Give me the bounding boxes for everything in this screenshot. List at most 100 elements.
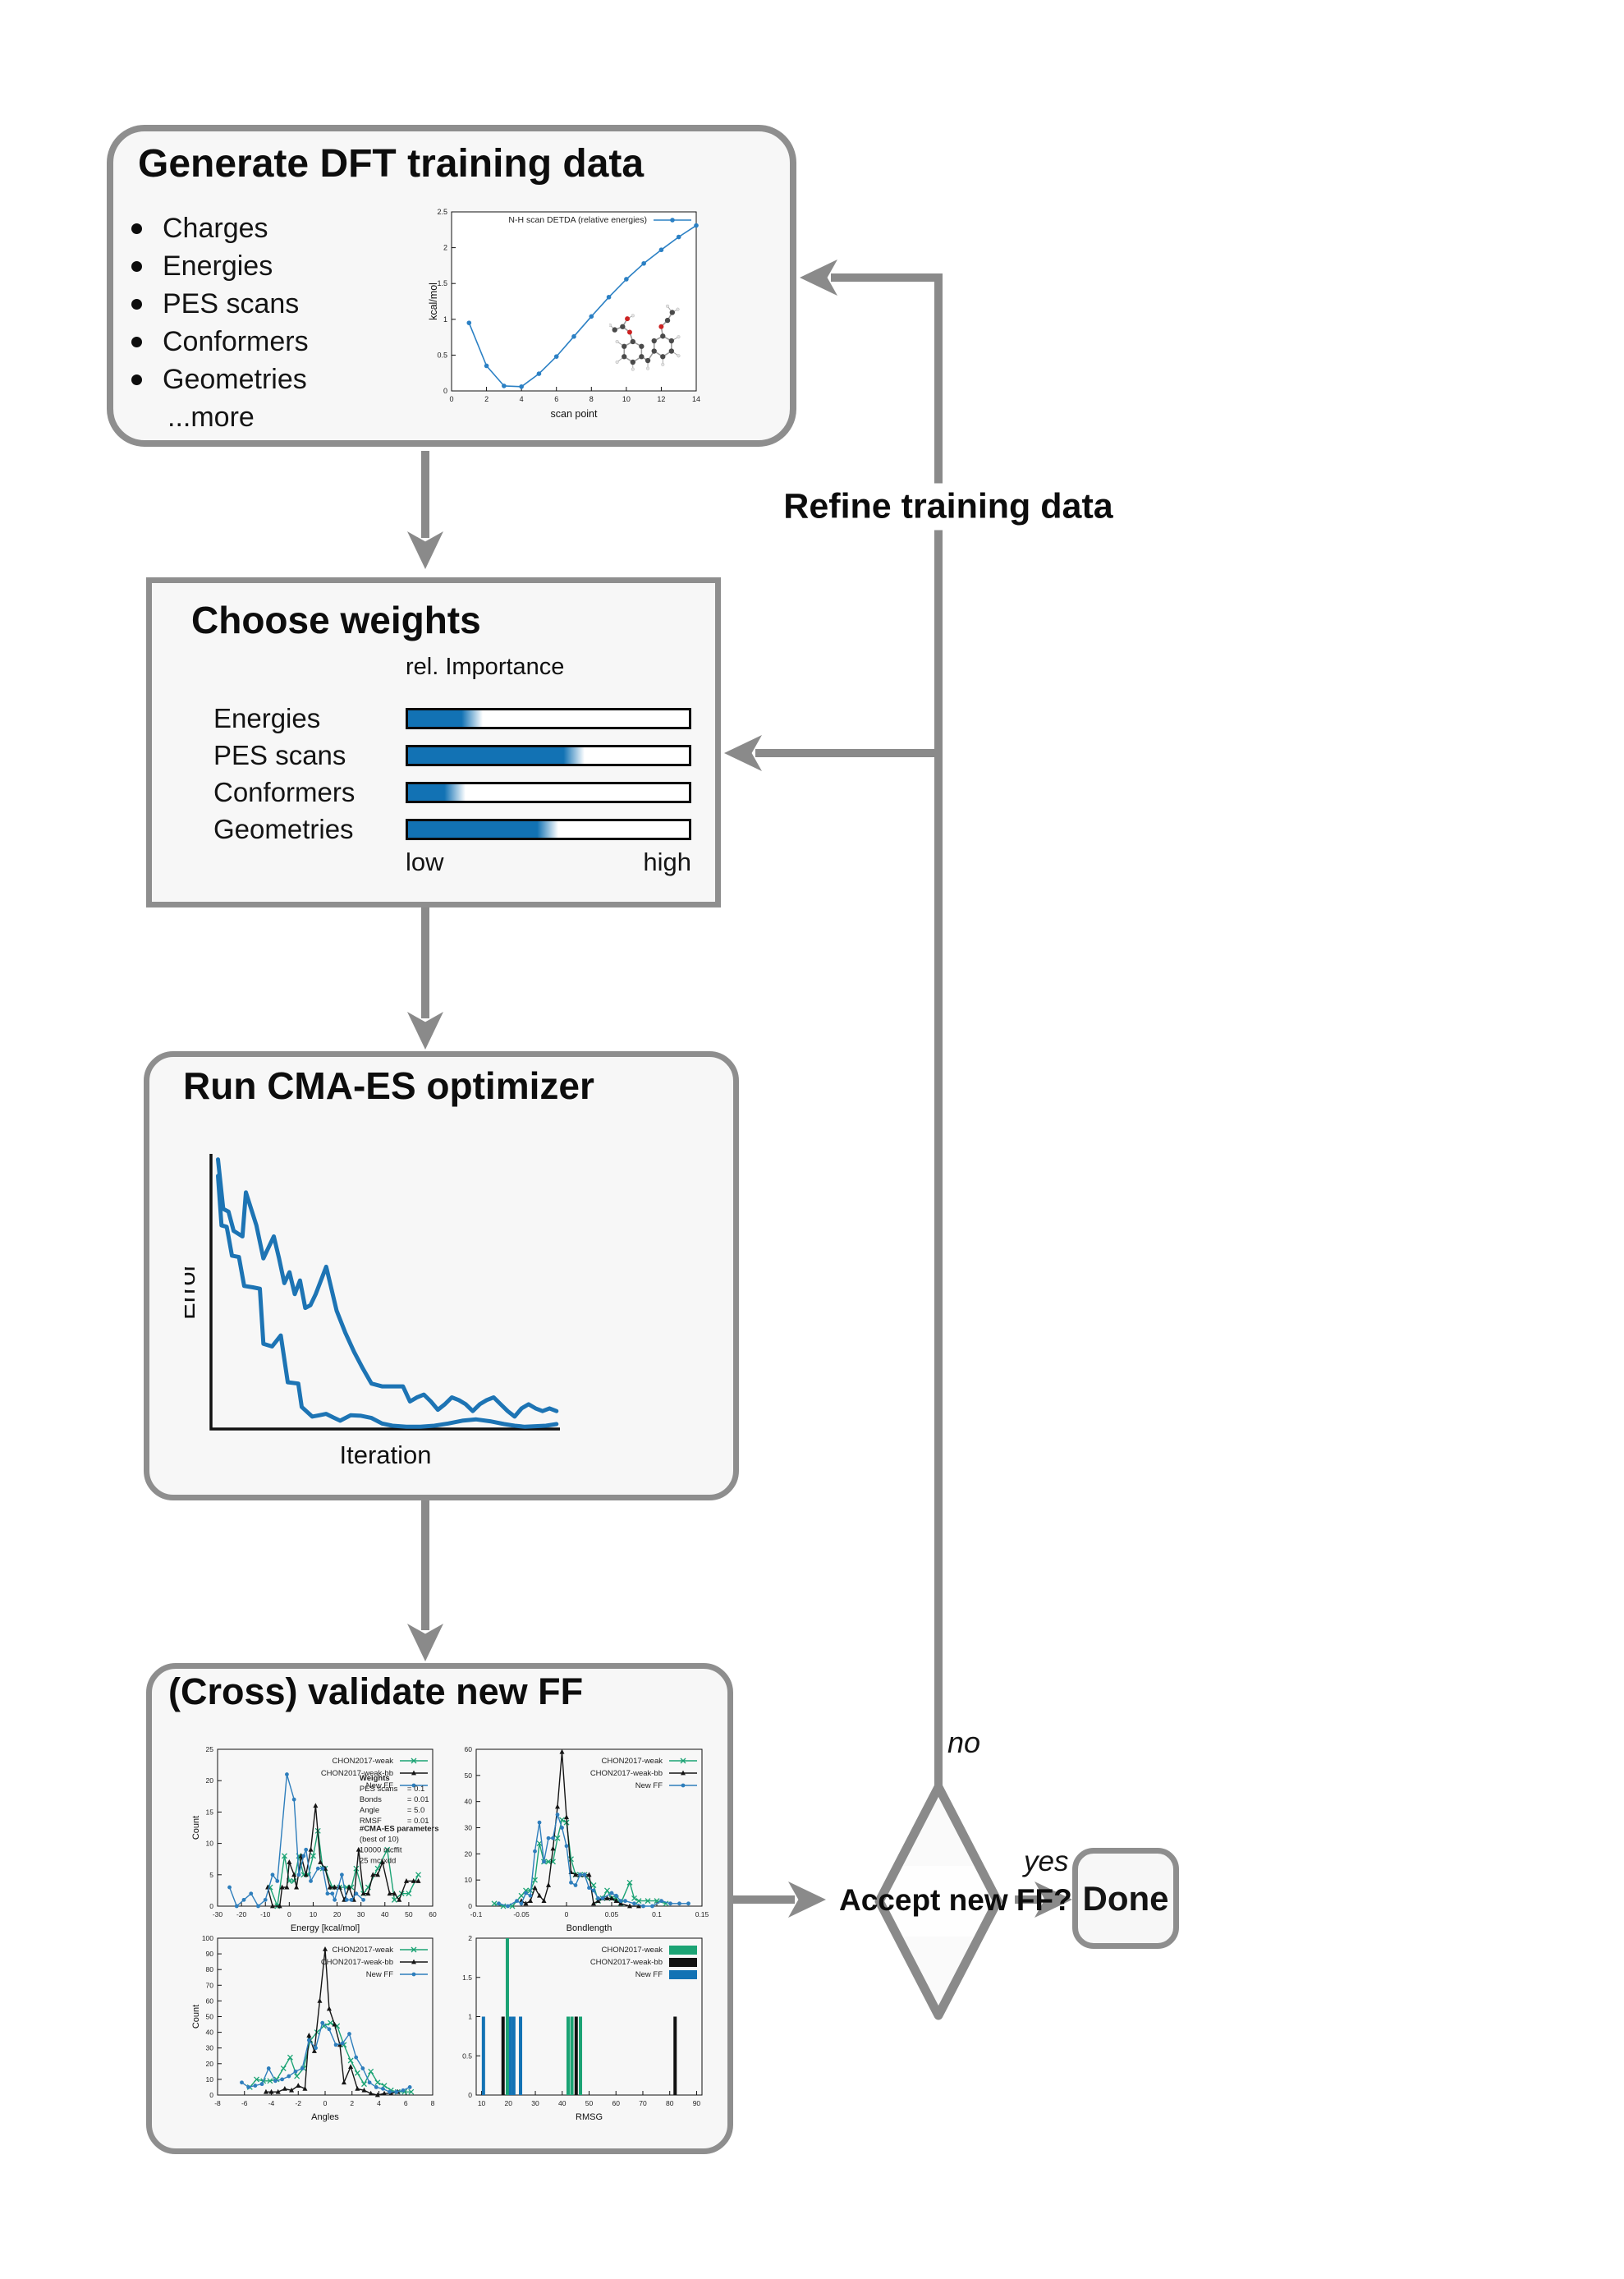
weight-fill — [408, 747, 585, 764]
svg-text:scan point: scan point — [551, 408, 599, 420]
svg-text:0: 0 — [565, 1910, 569, 1918]
svg-text:CHON2017-weak-bb: CHON2017-weak-bb — [321, 1769, 393, 1778]
svg-text:= 0.01: = 0.01 — [407, 1817, 429, 1826]
svg-text:40: 40 — [465, 1798, 473, 1806]
decision-question: Accept new FF? — [839, 1883, 1072, 1917]
no-branch-label: no — [947, 1725, 981, 1759]
svg-text:(best of 10): (best of 10) — [360, 1835, 399, 1844]
yes-branch-label: yes — [1024, 1845, 1069, 1877]
svg-text:CHON2017-weak-bb: CHON2017-weak-bb — [590, 1958, 663, 1967]
svg-text:40: 40 — [206, 2029, 214, 2037]
svg-text:90: 90 — [693, 2099, 701, 2107]
svg-text:80: 80 — [206, 1965, 214, 1973]
svg-text:30: 30 — [206, 2044, 214, 2052]
svg-text:10: 10 — [206, 1840, 214, 1848]
validate-box-title: (Cross) validate new FF — [168, 1670, 584, 1712]
svg-text:CHON2017-weak: CHON2017-weak — [333, 1946, 394, 1955]
svg-text:-4: -4 — [268, 2099, 275, 2107]
svg-text:0: 0 — [468, 2091, 472, 2099]
svg-text:1.5: 1.5 — [437, 279, 447, 287]
svg-text:12: 12 — [657, 395, 665, 403]
svg-text:= 0.1: = 0.1 — [407, 1785, 424, 1794]
weight-track — [406, 782, 691, 803]
validation-energy-chart: -30 -20 -10 0 10 20 30 40 50 60 0 5 10 15 20 25 Energy [… — [189, 1743, 445, 1937]
svg-text:0: 0 — [468, 1902, 472, 1910]
svg-text:70: 70 — [206, 1981, 214, 1989]
svg-text:New FF: New FF — [635, 1970, 663, 1979]
svg-text:Angles: Angles — [311, 2112, 339, 2122]
svg-text:14: 14 — [692, 395, 700, 403]
svg-text:60: 60 — [429, 1910, 437, 1918]
svg-text:100: 100 — [202, 1934, 213, 1942]
svg-text:-10: -10 — [260, 1910, 271, 1918]
optimizer-box-title: Run CMA-ES optimizer — [183, 1064, 594, 1107]
svg-text:-20: -20 — [236, 1910, 247, 1918]
svg-text:kcal/mol: kcal/mol — [428, 283, 439, 320]
svg-text:0: 0 — [443, 387, 447, 395]
box-generate-training-data: Generate DFT training data Charges Energi… — [107, 125, 796, 447]
svg-text:CHON2017-weak: CHON2017-weak — [333, 1757, 394, 1766]
svg-text:0: 0 — [449, 395, 453, 403]
weight-row-energies: Energies — [152, 703, 715, 733]
svg-text:CHON2017-weak: CHON2017-weak — [602, 1757, 663, 1766]
svg-text:40: 40 — [381, 1910, 389, 1918]
generate-box-title: Generate DFT training data — [138, 142, 645, 186]
svg-text:0.5: 0.5 — [437, 351, 447, 359]
validation-bondlength-chart: -0.1 -0.05 0 0.05 0.1 0.15 0 10 20 30 40 50 60 Bondle… — [443, 1743, 714, 1937]
svg-text:1: 1 — [443, 315, 447, 324]
bullet-dot — [131, 261, 142, 272]
svg-text:80: 80 — [666, 2099, 674, 2107]
svg-text:PES scans: PES scans — [360, 1785, 398, 1794]
box-done: Done — [1072, 1848, 1179, 1949]
svg-text:25: 25 — [206, 1745, 214, 1753]
svg-text:50: 50 — [465, 1771, 473, 1780]
svg-text:90: 90 — [206, 1950, 214, 1958]
svg-text:-2: -2 — [295, 2099, 301, 2107]
svg-text:2: 2 — [443, 244, 447, 252]
svg-text:6: 6 — [554, 395, 558, 403]
svg-text:= 0.01: = 0.01 — [407, 1795, 429, 1804]
nh-scan-chart: 0 2 4 6 8 10 12 14 0 0.5 1 1.5 2 2.5 scan point kcal/mo… — [427, 205, 706, 424]
val-angle-svg: -8 -6 -4 -2 0 2 4 6 80102030405060708090100Angle… — [191, 1934, 435, 2122]
svg-text:N-H scan DETDA (relative energ: N-H scan DETDA (relative energies) — [508, 215, 647, 225]
svg-text:Bonds: Bonds — [360, 1795, 382, 1804]
weight-row-conformers: Conformers — [152, 777, 715, 807]
svg-text:60: 60 — [612, 2099, 621, 2107]
svg-text:-8: -8 — [214, 2099, 221, 2107]
scale-high-label: high — [643, 848, 691, 876]
svg-text:New FF: New FF — [366, 1781, 393, 1790]
done-label: Done — [1082, 1878, 1169, 1918]
svg-text:30: 30 — [465, 1824, 473, 1832]
svg-text:2.5: 2.5 — [437, 208, 447, 216]
svg-text:New FF: New FF — [635, 1781, 663, 1790]
svg-text:70: 70 — [639, 2099, 647, 2107]
val-energy-svg: -30 -20 -10 0 10 20 30 40 50 60 0 5 10 15 20 25 Energy [… — [191, 1745, 439, 1933]
weight-fill — [408, 710, 483, 727]
svg-text:CHON2017-weak: CHON2017-weak — [602, 1946, 663, 1955]
weight-fill — [408, 821, 558, 838]
svg-text:10: 10 — [465, 1876, 473, 1884]
weight-label: PES scans — [213, 740, 346, 770]
svg-text:-6: -6 — [241, 2099, 248, 2107]
svg-text:RMSF: RMSF — [360, 1817, 382, 1826]
weight-label: Energies — [213, 703, 321, 733]
svg-text:Count: Count — [191, 1816, 201, 1840]
svg-text:CHON2017-weak-bb: CHON2017-weak-bb — [321, 1958, 393, 1967]
box-choose-weights: Choose weights rel. Importance Energies P… — [146, 577, 721, 907]
weight-track — [406, 708, 691, 729]
weight-track — [406, 819, 691, 840]
svg-text:2: 2 — [350, 2099, 354, 2107]
weight-label: Conformers — [213, 777, 356, 807]
refine-training-data-label: Refine training data — [775, 483, 1122, 531]
svg-text:Error: Error — [185, 1263, 200, 1320]
svg-text:Weights: Weights — [360, 1774, 390, 1783]
svg-text:Energy [kcal/mol]: Energy [kcal/mol] — [291, 1923, 360, 1933]
svg-text:-30: -30 — [213, 1910, 223, 1918]
svg-text:RMSG: RMSG — [576, 2112, 603, 2122]
svg-text:New FF: New FF — [366, 1970, 393, 1979]
svg-text:10: 10 — [478, 2099, 486, 2107]
svg-text:0: 0 — [209, 2091, 213, 2099]
svg-text:1: 1 — [468, 2013, 472, 2021]
svg-text:10: 10 — [622, 395, 631, 403]
